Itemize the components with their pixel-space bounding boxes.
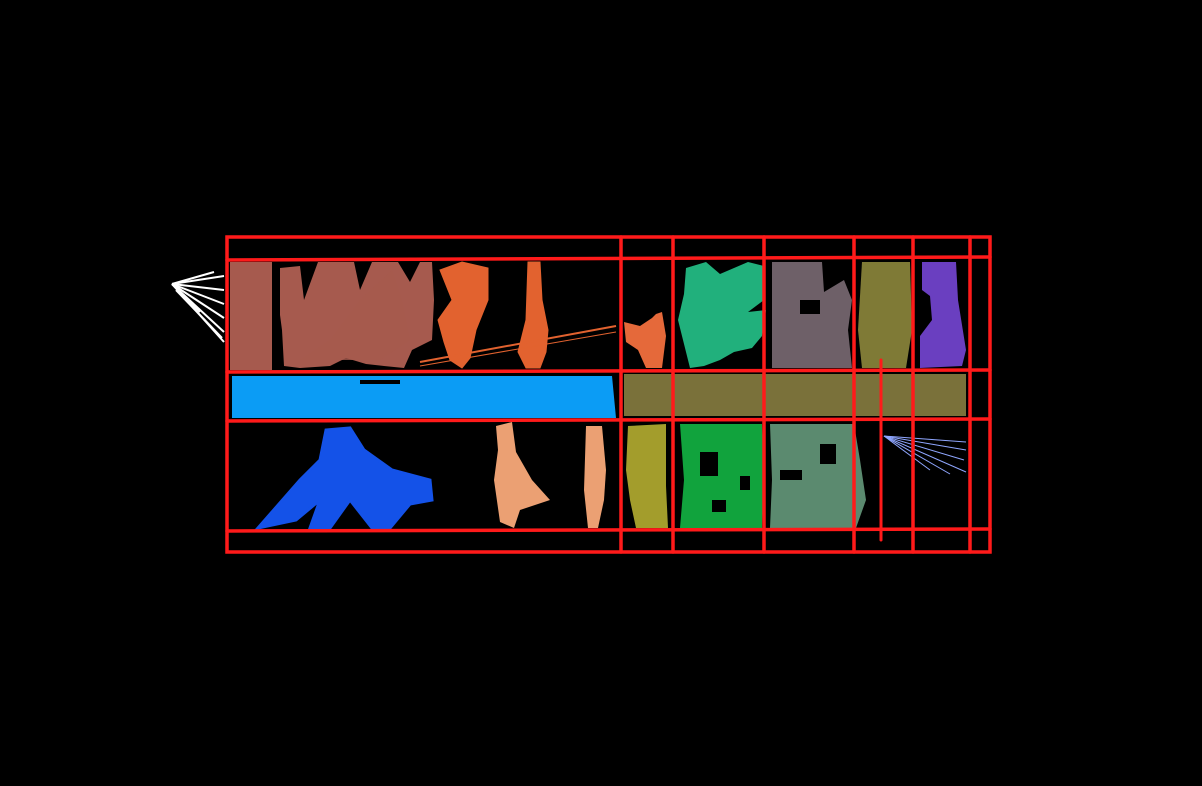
room-12: [770, 424, 866, 528]
scan-fan: [171, 271, 225, 343]
room-2: [419, 261, 617, 369]
room-6: [858, 262, 912, 368]
room-4: [678, 262, 766, 368]
grid-row-line: [225, 527, 992, 533]
grid-row-line: [225, 417, 992, 423]
grid-lines: [225, 235, 992, 554]
room-11: [680, 424, 764, 528]
room-1: [230, 262, 434, 370]
corridor-1: [232, 376, 616, 418]
grid-row-line: [225, 368, 992, 374]
room-9: [494, 422, 606, 528]
room-5: [772, 262, 852, 368]
room-7: [920, 262, 966, 368]
room-8: [253, 426, 434, 531]
room-3: [624, 312, 666, 368]
grid-outer-border: [225, 235, 992, 554]
room-10: [626, 424, 668, 528]
obstacles: [272, 262, 836, 512]
scan-rays: [883, 435, 967, 475]
grid-row-line: [225, 255, 992, 262]
